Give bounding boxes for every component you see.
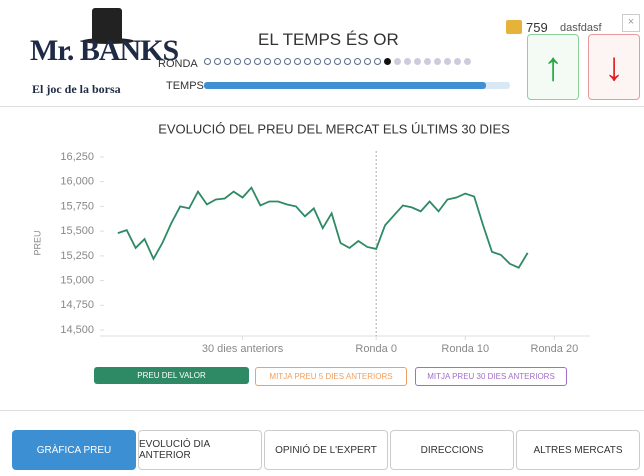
round-dot xyxy=(454,58,461,65)
time-bar xyxy=(204,82,510,89)
round-progress xyxy=(204,58,471,65)
x-tick-label: Ronda 10 xyxy=(441,343,489,355)
up-button[interactable]: ↑ xyxy=(527,34,579,100)
round-dot xyxy=(404,58,411,65)
round-dot xyxy=(384,58,391,65)
round-dot xyxy=(214,58,221,65)
y-tick-label: 14,750 xyxy=(60,299,94,311)
round-dot xyxy=(224,58,231,65)
y-tick-label: 14,500 xyxy=(60,324,94,336)
tab-divider xyxy=(0,410,644,411)
round-dot xyxy=(204,58,211,65)
round-dot xyxy=(234,58,241,65)
round-dot xyxy=(334,58,341,65)
round-dot xyxy=(304,58,311,65)
legend-toggle[interactable]: MITJA PREU 5 DIES ANTERIORS xyxy=(255,367,407,386)
chart-title: EVOLUCIÓ DEL PREU DEL MERCAT ELS ÚLTIMS … xyxy=(158,121,510,136)
round-dot xyxy=(294,58,301,65)
coins: 759 xyxy=(526,20,548,35)
hat-icon xyxy=(92,8,122,40)
round-dot xyxy=(344,58,351,65)
round-dot xyxy=(354,58,361,65)
tagline: El joc de la borsa xyxy=(32,82,121,96)
price-line xyxy=(117,186,529,269)
round-label: RONDA xyxy=(158,58,198,70)
round-dot xyxy=(284,58,291,65)
legend-toggle[interactable]: PREU DEL VALOR xyxy=(94,367,249,384)
round-dot xyxy=(324,58,331,65)
chart: EVOLUCIÓ DEL PREU DEL MERCAT ELS ÚLTIMS … xyxy=(32,121,590,355)
tab[interactable]: ALTRES MERCATS xyxy=(516,430,640,470)
y-tick-label: 15,750 xyxy=(60,200,94,212)
round-dot xyxy=(264,58,271,65)
user: dasfdasf xyxy=(560,22,602,34)
y-tick-label: 16,000 xyxy=(60,176,94,188)
close-button[interactable]: × xyxy=(622,14,640,32)
round-dot xyxy=(274,58,281,65)
coin-icon xyxy=(506,20,522,34)
y-tick-label: 15,250 xyxy=(60,250,94,262)
logo: Mr. BANKS xyxy=(30,34,179,67)
round-dot xyxy=(424,58,431,65)
round-dot xyxy=(244,58,251,65)
tab[interactable]: OPINIÓ DE L'EXPERT xyxy=(264,430,388,470)
tab[interactable]: GRÀFICA PREU xyxy=(12,430,136,470)
y-axis-label: PREU xyxy=(32,230,42,255)
y-tick-label: 16,250 xyxy=(60,151,94,163)
round-dot xyxy=(364,58,371,65)
down-button[interactable]: ↓ xyxy=(588,34,640,100)
round-dot xyxy=(394,58,401,65)
x-tick-label: 30 dies anteriors xyxy=(202,343,284,355)
hat-brim xyxy=(82,38,134,44)
y-tick-label: 15,000 xyxy=(60,274,94,286)
round-dot xyxy=(374,58,381,65)
y-tick-label: 15,500 xyxy=(60,225,94,237)
round-dot xyxy=(434,58,441,65)
round-dot xyxy=(444,58,451,65)
round-dot xyxy=(254,58,261,65)
tab[interactable]: EVOLUCIÓ DIA ANTERIOR xyxy=(138,430,262,470)
time-fill xyxy=(204,82,486,89)
header: Mr. BANKS El joc de la borsa EL TEMPS ÉS… xyxy=(0,0,644,107)
round-dot xyxy=(314,58,321,65)
x-tick-label: Ronda 0 xyxy=(355,343,397,355)
round-dot xyxy=(464,58,471,65)
round-dot xyxy=(414,58,421,65)
time-label: TEMPS xyxy=(166,80,204,92)
legend-toggle[interactable]: MITJA PREU 30 DIES ANTERIORS xyxy=(415,367,567,386)
game-title: EL TEMPS ÉS OR xyxy=(258,30,399,49)
tab[interactable]: DIRECCIONS xyxy=(390,430,514,470)
x-tick-label: Ronda 20 xyxy=(531,343,579,355)
